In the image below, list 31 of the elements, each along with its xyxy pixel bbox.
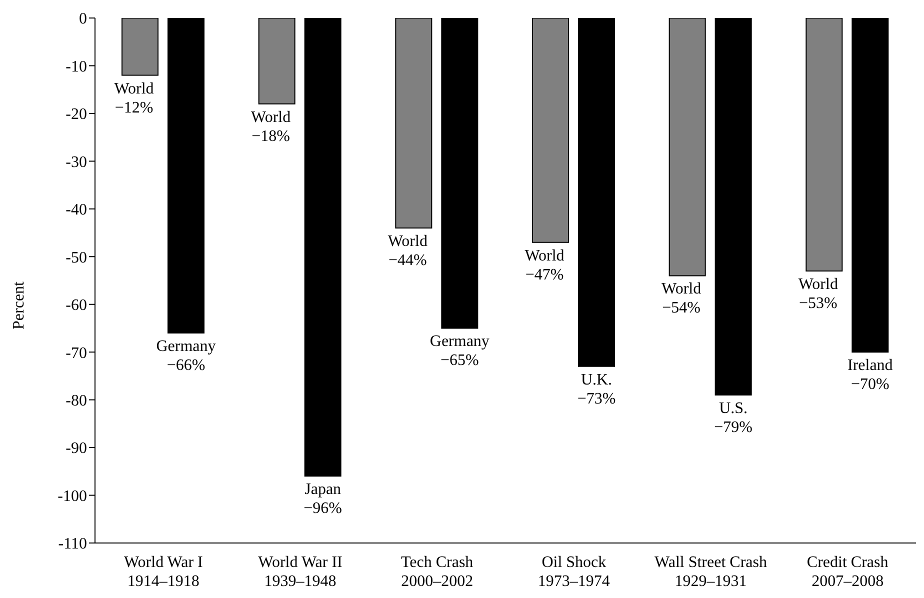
data-label: World −12% <box>114 80 154 116</box>
y-tick-label: -90 <box>66 440 87 458</box>
y-tick-label: -50 <box>66 249 87 266</box>
x-tick-label: Wall Street Crash 1929–1931 <box>654 554 767 590</box>
x-tick-label: World War I 1914–1918 <box>124 554 203 590</box>
data-label: U.K. −73% <box>577 371 616 408</box>
y-axis-title: Percent <box>10 280 28 330</box>
data-label: World −54% <box>662 280 702 317</box>
x-tick-label: Oil Shock 1973–1974 <box>538 554 610 590</box>
y-tick-label: -100 <box>58 488 87 505</box>
y-tick-label: -70 <box>66 344 87 362</box>
data-label: World −47% <box>524 247 564 284</box>
data-label: Japan −96% <box>304 481 342 518</box>
x-tick-label: Tech Crash 2000–2002 <box>400 554 474 590</box>
data-label: Germany −66% <box>156 338 216 374</box>
data-label: U.S. −79% <box>714 400 753 436</box>
x-tick-label: World War II 1939–1948 <box>258 554 342 590</box>
y-tick-label: -80 <box>66 392 87 410</box>
y-tick-label: 0 <box>79 10 87 28</box>
data-label: Ireland −70% <box>848 357 893 394</box>
y-tick-label: -20 <box>66 106 87 124</box>
y-tick-label: -30 <box>66 154 87 171</box>
y-tick-label: -40 <box>66 202 87 219</box>
data-label: World −18% <box>251 108 291 145</box>
y-tick-label: -110 <box>58 536 87 553</box>
data-label: World −44% <box>388 233 428 269</box>
data-label: World −53% <box>798 276 838 312</box>
y-tick-label: -60 <box>66 297 87 314</box>
x-tick-label: Credit Crash 2007–2008 <box>806 554 888 590</box>
y-tick-label: -10 <box>66 58 87 76</box>
data-label: Germany −65% <box>430 333 490 370</box>
